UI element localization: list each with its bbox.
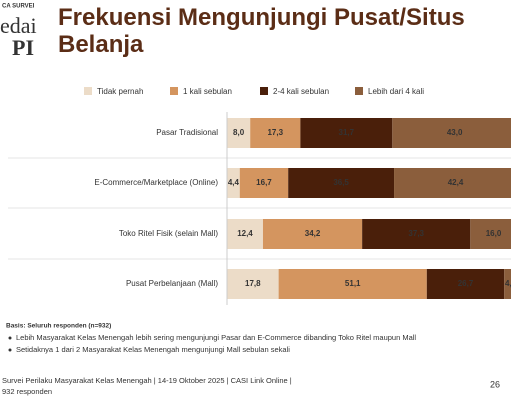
value-label: 8,0 [233,128,245,137]
legend-swatch [84,87,92,95]
bar-segment [278,269,427,299]
footer: Survei Perilaku Masyarakat Kelas Menenga… [2,376,292,385]
value-label: 16,7 [256,178,272,187]
logo-top: CA SURVEI [2,4,35,10]
y-tick-label: E-Commerce/Marketplace (Online) [94,178,218,187]
value-label: 51,1 [345,279,361,288]
value-label: 36,5 [333,178,349,187]
legend-label: 1 kali sebulan [183,87,232,96]
legend-label: 2-4 kali sebulan [273,87,329,96]
bar-segment [227,269,279,299]
y-tick-label: Toko Ritel Fisik (selain Mall) [119,229,218,238]
value-label: 4,4 [228,178,240,187]
bar-segment [227,118,251,148]
legend-label: Tidak pernah [97,87,143,96]
logo-mid: edai [0,13,37,38]
value-label: 37,3 [408,229,424,238]
value-label: 17,3 [267,128,283,137]
logo-bottom: PI [12,35,34,60]
value-label: 31,7 [339,128,355,137]
bar-segment [300,118,393,148]
note: Setidaknya 1 dari 2 Masyarakat Kelas Men… [16,345,290,354]
bar-segment [239,168,289,198]
legend-label: Lebih dari 4 kali [368,87,424,96]
note: Lebih Masyarakat Kelas Menengah lebih se… [16,333,416,342]
bar-segment [250,118,301,148]
bar-segment [504,269,511,299]
y-tick-label: Pusat Perbelanjaan (Mall) [126,279,218,288]
y-tick-label: Pasar Tradisional [156,128,218,137]
footer: 932 responden [2,387,52,396]
value-label: 34,2 [305,229,321,238]
bar-segment [227,168,240,198]
legend-swatch [260,87,268,95]
chart-title: Frekuensi Mengunjungi Pusat/Situs Belanj… [58,4,465,58]
bar-segment [227,219,263,249]
legend-swatch [355,87,363,95]
page-number: 26 [490,379,500,389]
value-label: 43,0 [447,128,463,137]
bullet [8,348,12,352]
bar-segment [394,168,511,198]
value-label: 4,4 [505,279,511,288]
value-label: 26,7 [458,279,474,288]
bar-segment [362,219,471,249]
bar-segment [426,269,505,299]
bar-segment [470,219,511,249]
value-label: 16,0 [486,229,502,238]
bar-segment [392,118,511,148]
bar-segment [262,219,363,249]
value-label: 12,4 [237,229,253,238]
bar-segment [288,168,395,198]
legend-swatch [170,87,178,95]
value-label: 17,8 [245,279,261,288]
bullet [8,336,12,340]
value-label: 42,4 [448,178,464,187]
basis: Basis: Seluruh responden (n=932) [6,323,111,330]
